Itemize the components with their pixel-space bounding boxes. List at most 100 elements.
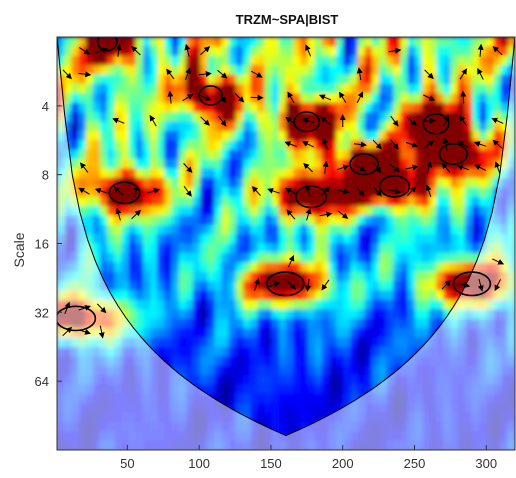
- heatmap-cell: [235, 374, 244, 385]
- heatmap-cell: [135, 46, 144, 57]
- heatmap-cell: [293, 93, 301, 104]
- heatmap-cell: [271, 365, 280, 376]
- heatmap-cell: [436, 65, 445, 76]
- heatmap-cell: [278, 337, 287, 348]
- heatmap-cell: [243, 93, 251, 104]
- heatmap-cell: [507, 55, 515, 66]
- heatmap-cell: [128, 83, 137, 94]
- heatmap-cell: [71, 130, 80, 141]
- heatmap-cell: [228, 37, 237, 47]
- heatmap-cell: [157, 74, 165, 85]
- heatmap-cell: [171, 187, 180, 198]
- heatmap-cell: [386, 102, 394, 113]
- heatmap-cell: [472, 46, 480, 57]
- heatmap-cell: [300, 299, 309, 310]
- heatmap-cell: [121, 65, 130, 76]
- heatmap-cell: [414, 262, 423, 273]
- heatmap-cell: [85, 215, 94, 226]
- heatmap-cell: [472, 121, 480, 132]
- heatmap-cell: [171, 196, 180, 207]
- heatmap-cell: [414, 299, 423, 310]
- heatmap-cell: [407, 74, 416, 85]
- heatmap-cell: [407, 290, 416, 301]
- heatmap-cell: [400, 130, 409, 141]
- heatmap-cell: [142, 252, 151, 263]
- heatmap-cell: [264, 46, 273, 57]
- heatmap-cell: [257, 102, 266, 113]
- heatmap-cell: [486, 37, 495, 47]
- heatmap-cell: [135, 83, 144, 94]
- heatmap-cell: [164, 112, 173, 123]
- heatmap-cell: [221, 290, 230, 301]
- heatmap-cell: [171, 290, 180, 301]
- heatmap-cell: [250, 234, 258, 245]
- heatmap-cell: [286, 205, 294, 216]
- heatmap-cell: [278, 318, 287, 329]
- heatmap-cell: [243, 83, 251, 94]
- heatmap-cell: [228, 271, 237, 282]
- heatmap-cell: [307, 168, 316, 179]
- heatmap-cell: [214, 365, 223, 376]
- phase-arrow: [338, 91, 347, 103]
- heatmap-cell: [500, 112, 509, 123]
- heatmap-cell: [150, 205, 158, 216]
- heatmap-cell: [71, 159, 80, 170]
- heatmap-cell: [328, 83, 337, 94]
- heatmap-cell: [192, 309, 201, 320]
- heatmap-cell: [400, 187, 409, 198]
- heatmap-cell: [264, 187, 273, 198]
- heatmap-cell: [314, 365, 323, 376]
- y-tick-label: 64: [35, 374, 49, 389]
- heatmap-cell: [464, 168, 473, 179]
- heatmap-cell: [414, 37, 423, 47]
- heatmap-cell: [135, 121, 144, 132]
- heatmap-cell: [343, 149, 352, 160]
- heatmap-cell: [164, 102, 173, 113]
- phase-arrow: [78, 305, 91, 311]
- heatmap-cell: [479, 196, 487, 207]
- heatmap-cell: [271, 149, 280, 160]
- heatmap-cell: [250, 252, 258, 263]
- heatmap-cell: [178, 187, 187, 198]
- heatmap-cell: [228, 318, 237, 329]
- heatmap-cell: [393, 262, 402, 273]
- heatmap-cell: [343, 318, 352, 329]
- heatmap-cell: [178, 271, 187, 282]
- heatmap-cell: [450, 74, 459, 85]
- heatmap-cell: [386, 234, 394, 245]
- phase-arrow: [492, 46, 503, 56]
- heatmap-cell: [286, 215, 294, 226]
- heatmap-cell: [278, 327, 287, 338]
- heatmap-cell: [85, 140, 94, 151]
- heatmap-cell: [321, 281, 330, 292]
- heatmap-cell: [207, 215, 216, 226]
- heatmap-cell: [286, 421, 294, 432]
- heatmap-cell: [221, 299, 230, 310]
- heatmap-cell: [78, 46, 87, 57]
- heatmap-cell: [278, 252, 287, 263]
- heatmap-cell: [278, 262, 287, 273]
- heatmap-cell: [257, 346, 266, 357]
- heatmap-cell: [343, 55, 352, 66]
- heatmap-cell: [135, 215, 144, 226]
- heatmap-cell: [278, 102, 287, 113]
- heatmap-cell: [386, 299, 394, 310]
- heatmap-cell: [300, 102, 309, 113]
- heatmap-cell: [443, 271, 452, 282]
- heatmap-cell: [429, 187, 437, 198]
- heatmap-cell: [142, 112, 151, 123]
- heatmap-cell: [307, 140, 316, 151]
- heatmap-cell: [436, 318, 445, 329]
- heatmap-cell: [157, 346, 165, 357]
- heatmap-cell: [464, 130, 473, 141]
- heatmap-cell: [257, 393, 266, 404]
- heatmap-cell: [314, 299, 323, 310]
- heatmap-cell: [464, 102, 473, 113]
- heatmap-cell: [300, 318, 309, 329]
- heatmap-cell: [457, 83, 466, 94]
- heatmap-cell: [364, 290, 373, 301]
- heatmap-cell: [85, 121, 94, 132]
- heatmap-cell: [343, 365, 352, 376]
- heatmap-cell: [264, 290, 273, 301]
- heatmap-cell: [185, 74, 194, 85]
